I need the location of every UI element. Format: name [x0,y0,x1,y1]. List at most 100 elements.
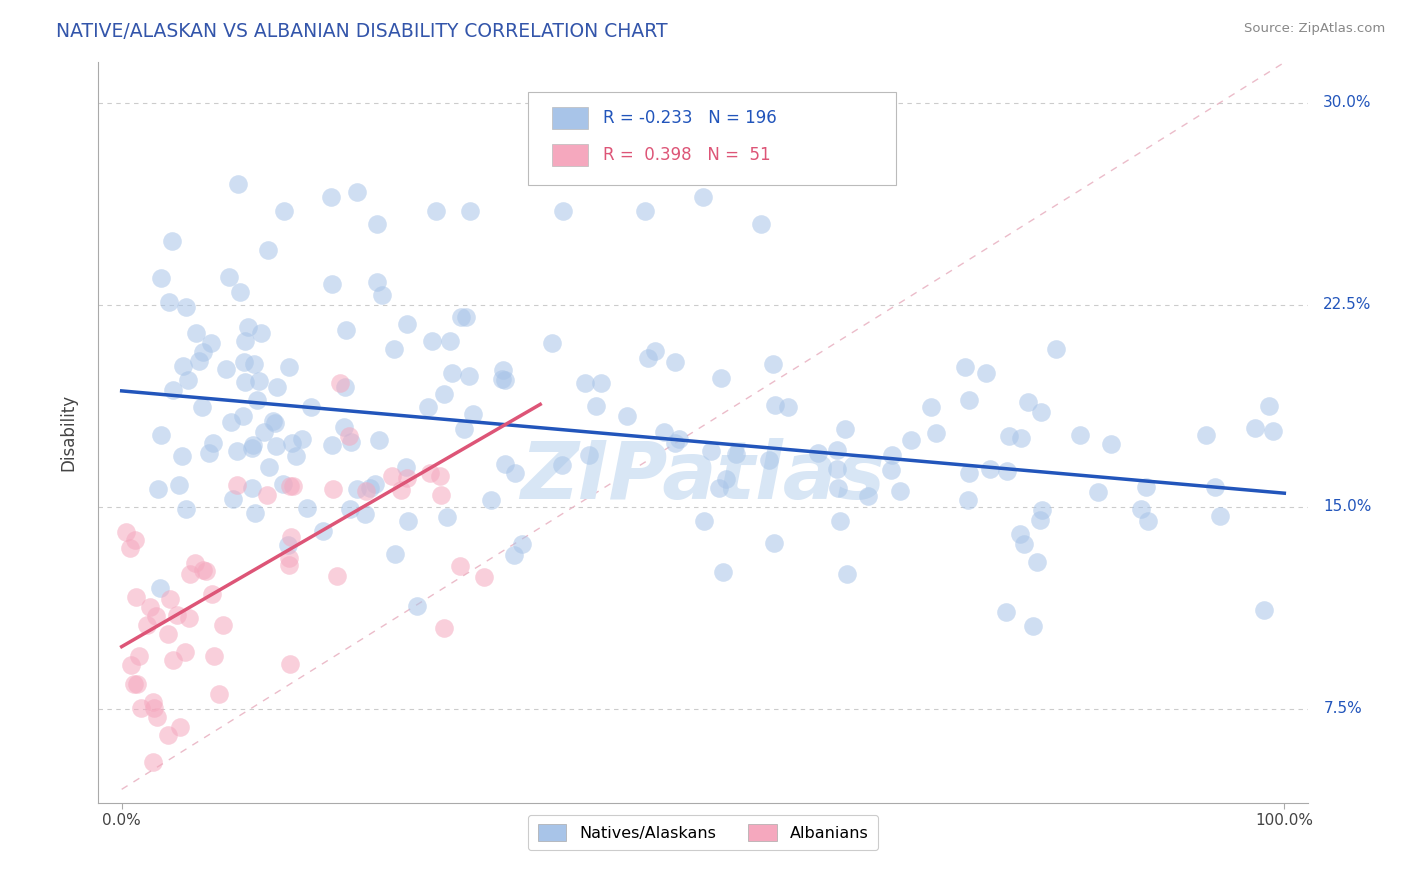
Point [710,371,733,385]
Point [264,416,287,430]
Point [1010,431,1032,445]
Point [668,432,690,446]
Bar [551,144,588,166]
Point [425,203,447,218]
Point [120,541,142,556]
Point [1087,484,1109,499]
Point [371,288,394,302]
Point [177,611,200,625]
Point [1031,503,1053,517]
Point [285,449,308,463]
Point [439,334,461,348]
Point [346,186,368,200]
Text: 7.5%: 7.5% [1323,701,1362,716]
Point [457,369,479,384]
Point [616,409,638,424]
Point [1258,399,1281,413]
Point [125,677,148,691]
Point [406,599,429,613]
Text: ZIPatlas: ZIPatlas [520,438,886,516]
Text: Source: ZipAtlas.com: Source: ZipAtlas.com [1244,22,1385,36]
Point [139,599,162,614]
Text: NATIVE/ALASKAN VS ALBANIAN DISABILITY CORRELATION CHART: NATIVE/ALASKAN VS ALBANIAN DISABILITY CO… [56,22,668,41]
Point [193,345,215,359]
Point [492,363,515,377]
Point [256,488,278,502]
Point [221,415,243,429]
Point [460,203,482,218]
Point [420,334,443,349]
Point [191,401,214,415]
Point [114,524,136,539]
Point [291,432,314,446]
Point [160,234,183,248]
Point [150,271,173,285]
Point [238,320,260,334]
Point [243,506,266,520]
Point [441,367,464,381]
Point [382,342,405,356]
Point [145,709,167,723]
Point [430,488,453,502]
Point [247,374,270,388]
Point [995,464,1018,478]
FancyBboxPatch shape [527,92,897,185]
Point [725,447,748,461]
Point [1136,514,1159,528]
Point [396,514,419,528]
Point [395,460,418,475]
Point [644,344,666,359]
Point [277,538,299,552]
Point [149,581,172,595]
Point [145,608,167,623]
Point [250,326,273,341]
Point [229,285,252,299]
Point [578,448,600,462]
Point [202,649,225,664]
Point [1261,425,1284,439]
Point [212,618,235,632]
Point [278,551,301,566]
Point [280,530,302,544]
Point [335,323,357,337]
Point [226,443,249,458]
Point [179,566,201,581]
Point [226,177,249,191]
Point [700,444,723,458]
Point [187,354,209,368]
Point [491,372,513,386]
Point [135,618,157,632]
Text: R = -0.233   N = 196: R = -0.233 N = 196 [603,109,776,127]
Point [957,392,980,407]
Point [299,401,322,415]
Point [156,627,179,641]
Text: 15.0%: 15.0% [1323,500,1372,514]
Point [762,358,785,372]
Point [266,380,288,394]
Point [278,558,301,572]
Legend: Natives/Alaskans, Albanians: Natives/Alaskans, Albanians [529,814,877,850]
Y-axis label: Disability: Disability [59,394,77,471]
Point [995,605,1018,619]
Point [177,373,200,387]
Point [1029,405,1052,419]
Point [174,501,197,516]
Point [574,376,596,391]
Point [505,466,527,480]
Point [1195,428,1218,442]
Point [201,587,224,601]
Point [827,462,849,476]
Point [354,508,377,522]
Point [233,355,256,369]
Point [433,621,456,635]
Point [242,438,264,452]
Point [183,556,205,570]
Point [195,564,218,578]
Point [364,476,387,491]
Point [418,400,440,414]
Point [880,463,903,477]
Point [233,376,256,390]
Point [339,501,361,516]
Point [389,483,412,497]
Point [143,700,166,714]
